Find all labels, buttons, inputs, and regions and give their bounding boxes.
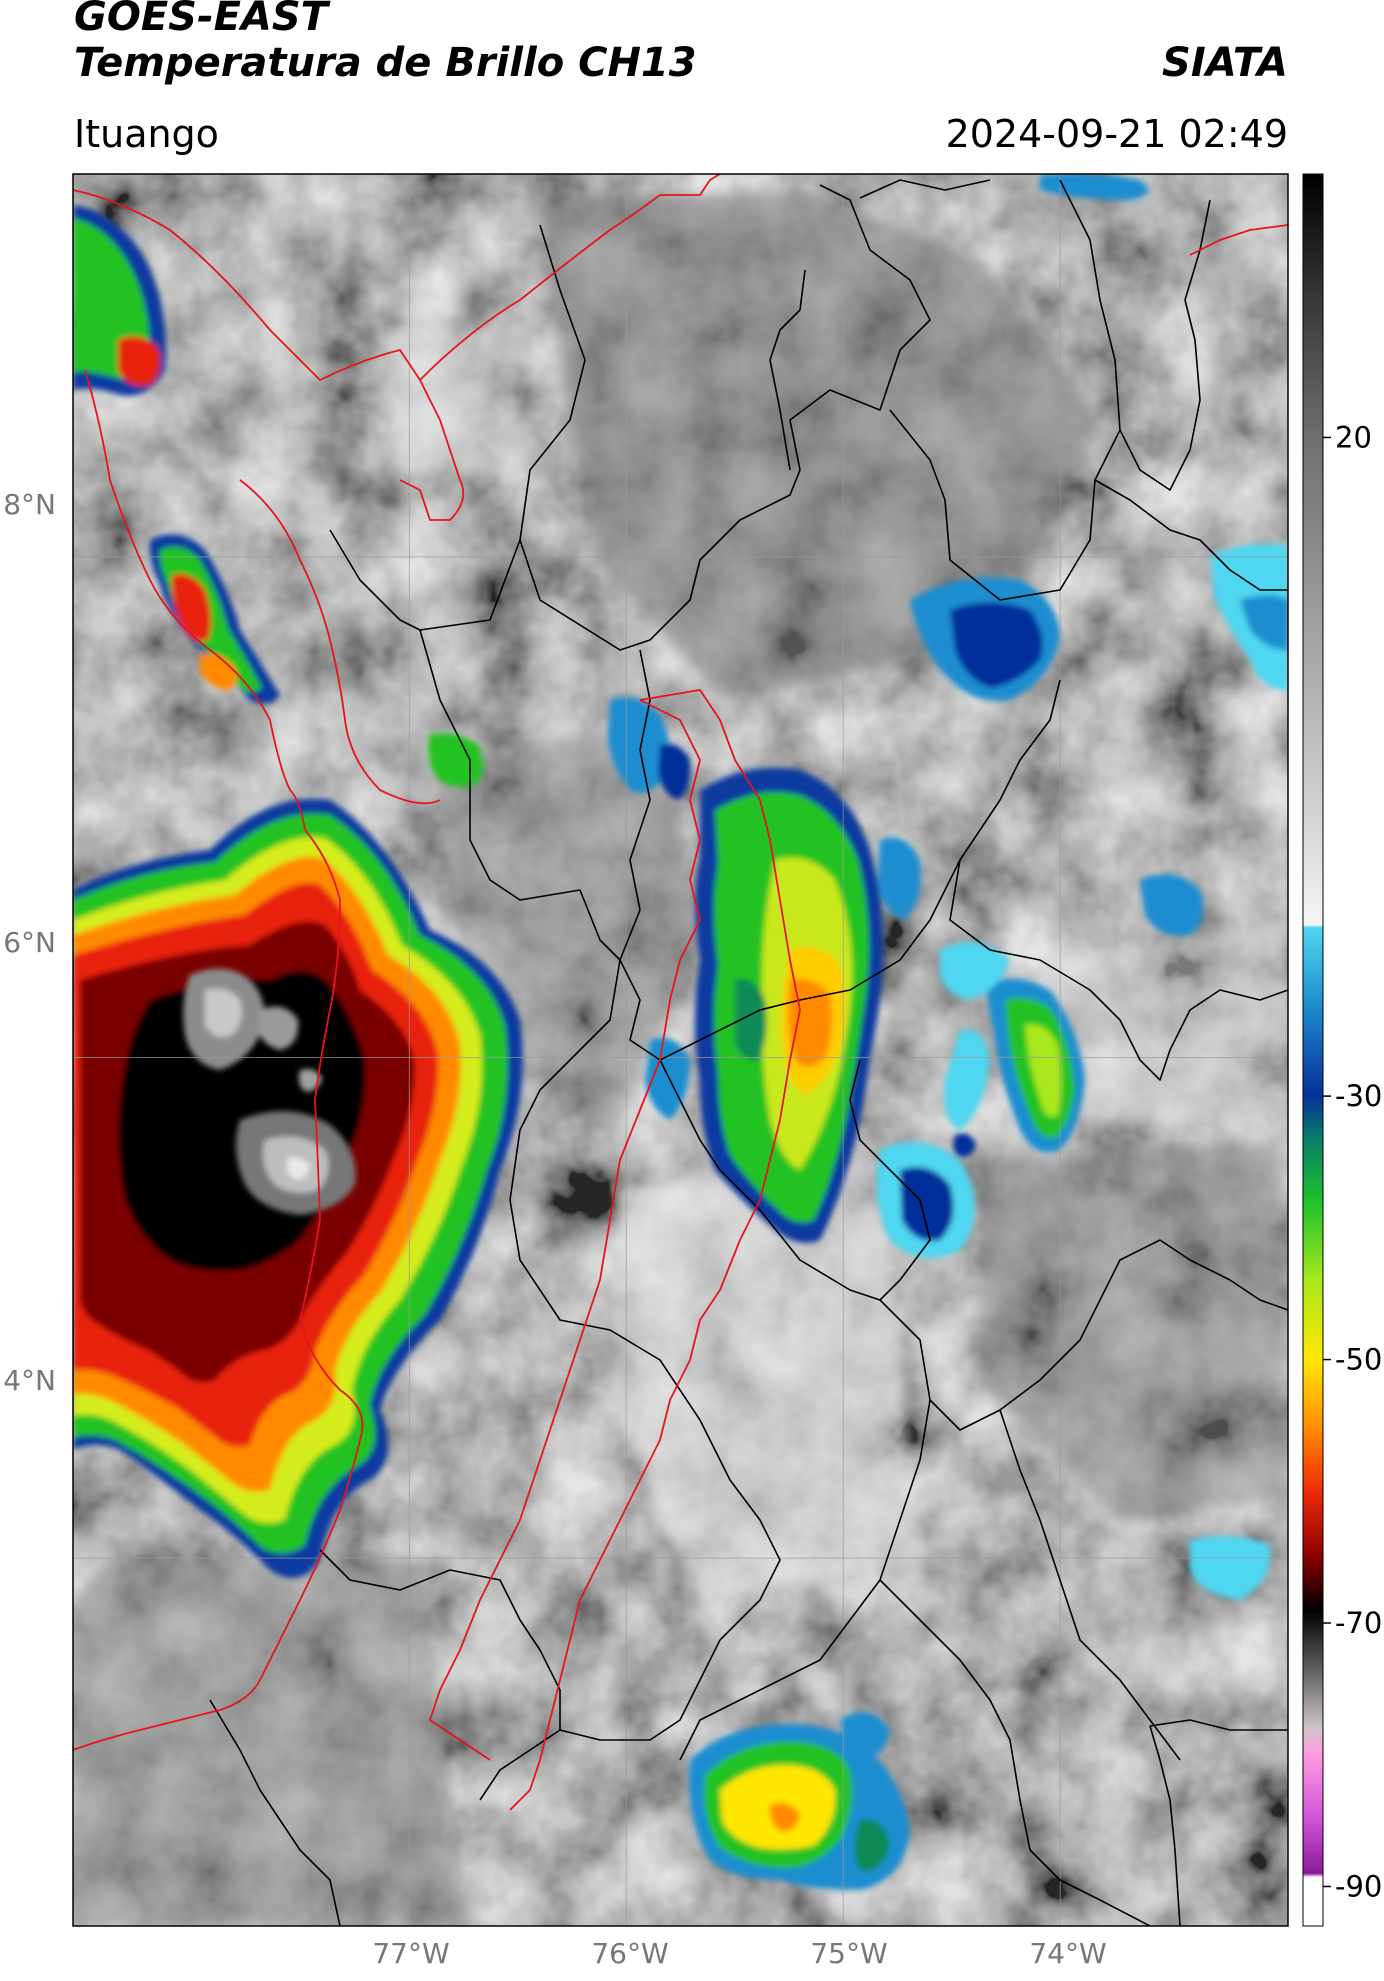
south-cell-orange	[769, 1802, 800, 1832]
lat-tick-8n: 8°N	[3, 488, 56, 521]
dept-border-narino	[209, 1699, 341, 1926]
central-small-cell-1	[608, 697, 669, 793]
dark-zone-east	[980, 1140, 1288, 1520]
colorbar: 20 -30 -50 -70 -90	[1302, 173, 1382, 1927]
gridlines	[73, 174, 1288, 1926]
satellite-title: GOES-EAST	[74, 0, 328, 40]
dept-border-north-2	[859, 179, 991, 199]
lon-tick-76w: 76°W	[591, 1937, 668, 1970]
east-cell-cyan	[940, 942, 1010, 1000]
northwest-cells	[73, 205, 484, 788]
bright-zone-north	[380, 330, 520, 480]
far-east-low-cell	[1190, 1536, 1271, 1600]
central-storm-orange	[788, 979, 833, 1068]
dept-border-north	[519, 184, 931, 651]
northeast-cell-navy	[950, 602, 1043, 688]
colorbar-ramp	[1302, 173, 1324, 1927]
dept-border-valle-south	[319, 1549, 561, 1730]
lon-tick-75w: 75°W	[810, 1937, 887, 1970]
coastline-panama-north	[73, 189, 465, 521]
dept-border-east-2	[1119, 199, 1211, 491]
east-cell-top-right	[1140, 874, 1204, 936]
east-cell-cyan-2	[944, 1029, 990, 1130]
overshoot-top-1-core	[205, 988, 242, 1038]
central-storm-dark-core	[735, 979, 767, 1061]
lat-tick-6n: 6°N	[3, 926, 56, 959]
east-cell-dot	[953, 1133, 976, 1158]
map-frame	[72, 173, 1289, 1927]
country-borders	[73, 174, 1288, 1811]
colorbar-tick-label: 20	[1335, 420, 1372, 454]
datetime-label: 2024-09-21 02:49	[945, 112, 1288, 156]
coastline-pacific-north	[84, 369, 306, 831]
east-cell-navy	[900, 1167, 954, 1241]
coastline-pacific-south	[73, 1599, 301, 1751]
dept-border-tolima	[679, 1399, 931, 1761]
coastline-pacific-central	[299, 829, 364, 1601]
coastline-northeast	[1189, 224, 1288, 256]
dept-border-caqueta-north	[1149, 1719, 1288, 1731]
dark-zone-north	[540, 190, 1100, 700]
dept-border-north-3	[769, 269, 806, 471]
colorbar-ticks: 20 -30 -50 -70 -90	[1323, 420, 1382, 1903]
dept-border-northeast	[889, 179, 1121, 601]
dept-border-boyaca	[949, 859, 1288, 1081]
dept-border-cauca	[479, 1639, 721, 1801]
bright-zone-east	[1040, 920, 1288, 1130]
coastal-cell-red	[171, 574, 211, 641]
dark-zone-southwest	[73, 1560, 470, 1926]
product-title: Temperatura de Brillo CH13	[74, 40, 697, 86]
dept-border-antioquia	[619, 649, 1061, 1061]
antioquia-outline-west	[429, 699, 701, 1761]
dept-border-uraba	[329, 529, 421, 631]
coastline-gulf-uraba	[239, 479, 441, 805]
south-cell-dark	[854, 1819, 890, 1872]
region-label: Ituango	[74, 112, 219, 156]
western-storm-overshooting-tops	[183, 968, 356, 1215]
central-east-fringe	[878, 837, 921, 920]
dept-border-east	[1094, 479, 1288, 591]
colorbar-tick-label: -70	[1335, 1606, 1382, 1640]
central-small-cell-2	[658, 744, 691, 800]
east-cell-yellow-green	[1025, 1024, 1062, 1117]
central-storm	[608, 697, 921, 1243]
nw-cell-red	[118, 336, 161, 386]
colorbar-tick-label: -50	[1335, 1343, 1382, 1377]
colorbar-tick-label: -90	[1335, 1869, 1382, 1903]
dept-border-huila	[879, 1579, 1151, 1926]
lat-tick-4n: 4°N	[3, 1364, 56, 1397]
bright-zone-center	[610, 1160, 920, 1600]
lon-axis-labels: 77°W 76°W 75°W 74°W	[372, 1937, 1106, 1970]
lat-axis-labels: 8°N 6°N 4°N	[3, 488, 56, 1397]
lon-tick-77w: 77°W	[372, 1937, 449, 1970]
southern-cell	[689, 1712, 910, 1890]
overshoot-top-3-peak	[287, 1157, 310, 1180]
dept-border-caqueta	[1149, 1725, 1181, 1926]
dept-border-choco-north	[419, 539, 521, 631]
boundaries	[73, 174, 1288, 1926]
dept-border-cundinamarca	[879, 1239, 1288, 1431]
org-label: SIATA	[1162, 40, 1288, 86]
coastline-caribbean	[419, 174, 721, 381]
coastal-cell-orange	[200, 653, 237, 690]
overshoot-top-2	[258, 1006, 299, 1050]
dept-border-meta	[999, 1409, 1181, 1761]
colorbar-tick-label: -30	[1335, 1079, 1382, 1113]
far-east-cell-blue	[1240, 595, 1288, 650]
dept-border-choco-west	[419, 629, 621, 961]
south-cell-fringe	[840, 1712, 890, 1760]
antioquia-outline-east	[509, 689, 801, 1811]
lon-tick-74w: 74°W	[1029, 1937, 1106, 1970]
